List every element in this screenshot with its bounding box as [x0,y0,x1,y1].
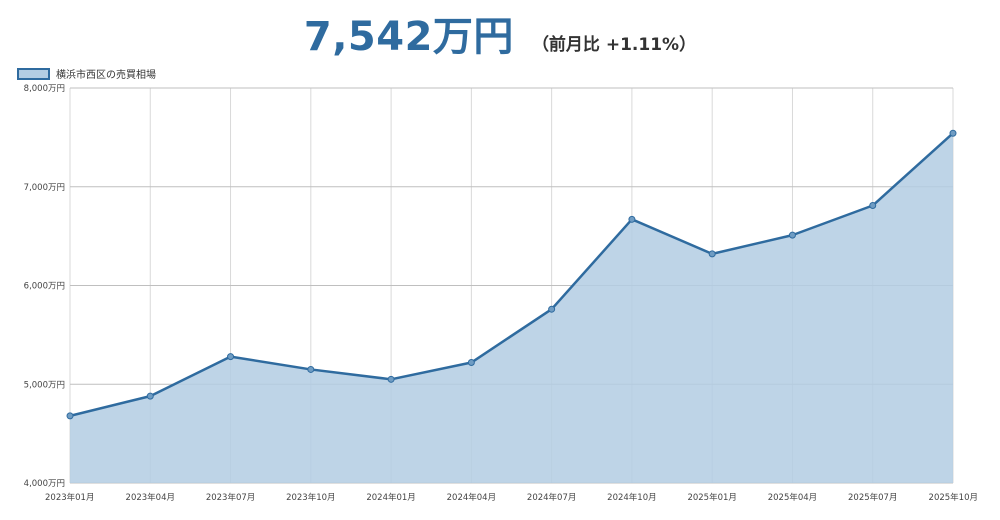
x-tick-label: 2024年04月 [447,492,496,503]
series-line [69,132,954,418]
x-tick-label: 2023年10月 [286,492,335,503]
data-point [708,250,716,258]
x-tick-label: 2024年07月 [527,492,576,503]
x-tick-label: 2023年07月 [206,492,255,503]
x-tick-label: 2023年04月 [126,492,175,503]
x-tick-label: 2025年04月 [768,492,817,503]
y-tick-label: 5,000万円 [24,380,65,390]
legend-swatch [17,67,50,80]
month-over-month-change: （前月比 +1.11%） [531,35,697,55]
x-tick-label: 2025年10月 [929,492,978,503]
data-point [146,392,154,400]
data-point [869,202,877,210]
data-point [548,305,556,313]
y-tick-label: 6,000万円 [24,282,65,292]
chart-legend[interactable]: 横浜市西区の売買相場 [17,66,156,81]
y-tick-label: 8,000万円 [24,84,65,94]
x-tick-label: 2025年07月 [848,492,897,503]
x-tick-label: 2023年01月 [45,492,94,503]
y-tick-label: 7,000万円 [24,183,65,193]
data-point [949,129,957,137]
x-tick-label: 2025年01月 [687,492,736,503]
chart-header: 7,542万円 （前月比 +1.11%） [0,4,1000,60]
data-point [66,412,74,420]
data-point [307,365,315,373]
data-point [387,375,395,383]
y-tick-label: 4,000万円 [24,479,65,489]
data-point [788,231,796,239]
data-point [628,215,636,223]
series-area [70,133,953,484]
current-price: 7,542万円 [303,14,514,60]
data-point [467,359,475,367]
data-point [227,353,235,361]
legend-label: 横浜市西区の売買相場 [56,70,156,81]
x-tick-label: 2024年10月 [607,492,656,503]
x-tick-label: 2024年01月 [366,492,415,503]
